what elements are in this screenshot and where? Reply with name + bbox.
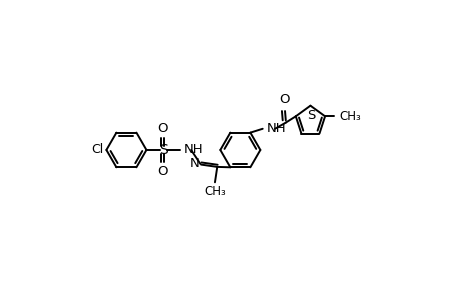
Text: CH₃: CH₃ [339, 110, 361, 123]
Text: Cl: Cl [91, 143, 103, 157]
Text: S: S [159, 143, 168, 157]
Text: NH: NH [266, 122, 285, 135]
Text: CH₃: CH₃ [204, 185, 225, 198]
Text: O: O [157, 165, 168, 178]
Text: O: O [157, 122, 168, 135]
Text: N: N [190, 157, 199, 170]
Text: NH: NH [184, 143, 203, 157]
Text: O: O [279, 93, 289, 106]
Text: S: S [306, 109, 315, 122]
